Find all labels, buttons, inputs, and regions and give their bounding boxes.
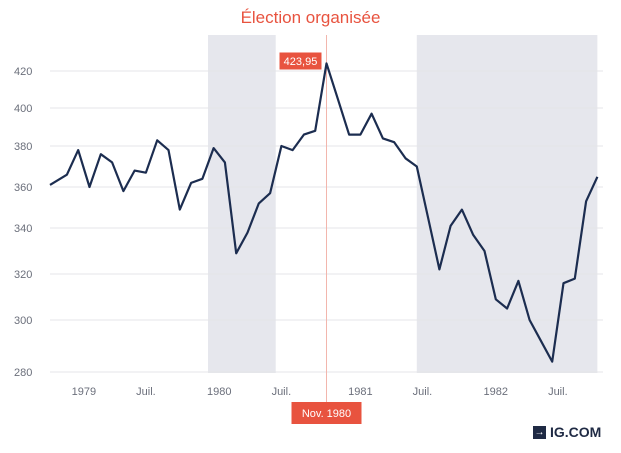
- x-tick-label-1979: 1979: [72, 386, 96, 398]
- shaded-period-1: [208, 35, 276, 373]
- y-axis-labels: 280 300 320 340 360 380 400 420: [14, 66, 32, 379]
- peak-label-box: [279, 52, 322, 70]
- shaded-periods: [208, 35, 598, 373]
- event-label: Nov. 1980: [302, 408, 351, 420]
- annotations: 423,95: [279, 52, 322, 70]
- x-axis-labels: 1979 Juil. 1980 Juil. 1981 Juil. 1982 Juil.: [72, 386, 568, 398]
- x-tick-label-Juil.: Juil.: [272, 386, 292, 398]
- series-group: [49, 62, 599, 363]
- peak-label: 423,95: [284, 56, 318, 68]
- logo-arrow-icon: →: [533, 425, 546, 439]
- x-tick-label-Juil.: Juil.: [136, 386, 156, 398]
- y-tick-label-320: 320: [14, 269, 32, 281]
- y-tick-label-340: 340: [14, 223, 32, 235]
- y-tick-label-360: 360: [14, 182, 32, 194]
- y-tick-label-380: 380: [14, 141, 32, 153]
- y-tick-label-400: 400: [14, 103, 32, 115]
- y-tick-label-300: 300: [14, 315, 32, 327]
- event-line-group: Nov. 1980: [291, 35, 362, 424]
- chart-title: Élection organisée: [240, 8, 381, 27]
- event-label-box: [291, 402, 362, 424]
- x-tick-label-Juil.: Juil.: [413, 386, 433, 398]
- x-tick-label-1980: 1980: [207, 386, 231, 398]
- ig-logo[interactable]: → IG.COM: [533, 424, 601, 440]
- x-tick-label-Juil.: Juil.: [548, 386, 568, 398]
- shaded-period-2: [416, 35, 598, 373]
- logo-text: IG.COM: [550, 424, 602, 440]
- x-tick-label-1982: 1982: [484, 386, 508, 398]
- x-tick-label-1981: 1981: [348, 386, 372, 398]
- y-tick-label-420: 420: [14, 66, 32, 78]
- y-tick-label-280: 280: [14, 367, 32, 379]
